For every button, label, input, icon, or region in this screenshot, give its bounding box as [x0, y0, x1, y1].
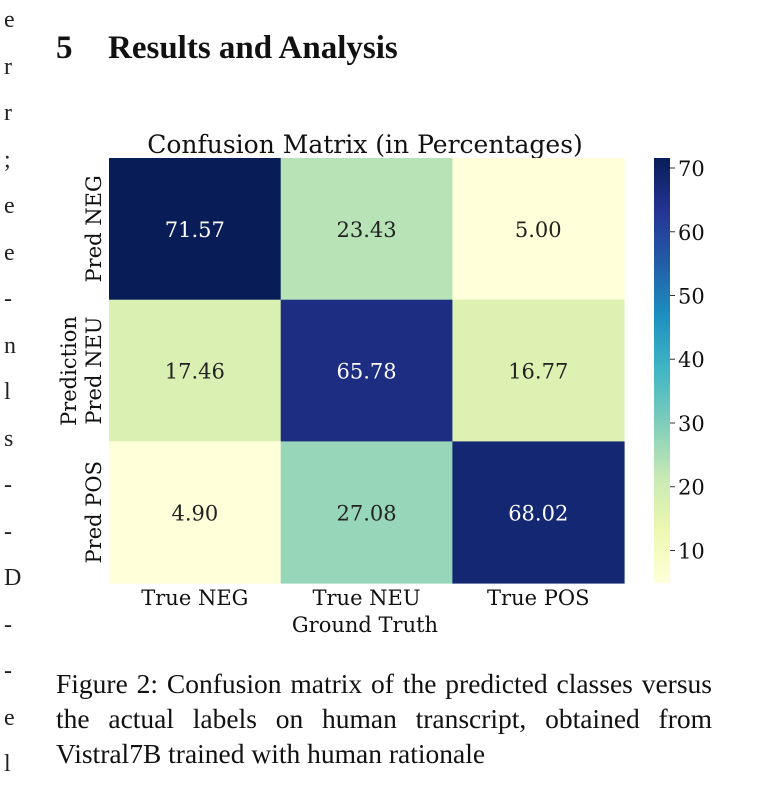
margin-fragment: e	[4, 704, 15, 731]
margin-fragment: -	[4, 472, 12, 498]
colorbar-ticks: 10 20 30 40 50 60 70	[670, 157, 705, 563]
confusion-matrix-chart: Confusion Matrix (in Percentages) 71.57 2…	[57, 130, 705, 637]
cell-value-label: 17.46	[165, 360, 225, 384]
cell-value-label: 71.57	[165, 218, 225, 242]
x-tick-labels: True NEG True NEU True POS	[141, 586, 589, 610]
x-tick-label: True NEG	[141, 586, 248, 610]
colorbar-tick-label: 60	[678, 221, 705, 245]
colorbar	[654, 158, 670, 583]
left-margin-text: e r r; e e - n l s - - D - - e l	[0, 0, 24, 803]
cell-value-label: 23.43	[336, 218, 396, 242]
cell-value-label: 68.02	[508, 501, 568, 525]
margin-fragment: r	[4, 53, 12, 80]
cell-value-label: 27.08	[336, 501, 396, 525]
section-number: 5	[56, 30, 73, 66]
colorbar-tick-label: 30	[678, 412, 705, 436]
cell-value-label: 5.00	[515, 218, 562, 242]
y-tick-label: Pred POS	[82, 461, 106, 563]
y-axis-label: Prediction	[57, 316, 81, 426]
heatmap-cell	[109, 158, 282, 301]
heatmap-cell	[280, 441, 453, 584]
y-tick-label: Pred NEG	[82, 175, 106, 282]
heatmap-cell	[280, 299, 453, 442]
colorbar-tick-label: 70	[678, 157, 705, 181]
cell-value-label: 16.77	[508, 360, 568, 384]
section-title: Results and Analysis	[108, 30, 398, 66]
margin-fragment: e	[4, 193, 15, 219]
margin-fragment: e	[4, 7, 15, 33]
cell-value-label: 65.78	[336, 360, 396, 384]
heatmap-cell	[109, 299, 282, 442]
figure-caption: Figure 2: Confusion matrix of the predic…	[56, 668, 712, 769]
margin-fragment: e	[4, 239, 15, 266]
margin-fragment: n	[4, 332, 16, 359]
colorbar-tick-label: 10	[678, 539, 705, 563]
heatmap-cell	[452, 158, 625, 301]
heatmap-cell	[452, 299, 625, 442]
heatmap-cells: 71.57 23.43 5.00 17.46 65.78 16.77 4.90 27.08 68…	[109, 158, 625, 584]
margin-fragment: -	[4, 518, 12, 545]
cell-value-label: 4.90	[171, 501, 218, 525]
x-axis-label: Ground Truth	[292, 613, 438, 637]
section-heading: 5 Results and Analysis	[56, 30, 398, 67]
chart-title: Confusion Matrix (in Percentages)	[147, 130, 583, 159]
heatmap-cell	[452, 441, 625, 584]
margin-fragment: ;	[4, 146, 11, 173]
y-tick-labels: Pred NEG Pred NEU Pred POS	[82, 175, 106, 563]
heatmap-cell	[280, 158, 453, 301]
colorbar-tick-label: 50	[678, 285, 705, 309]
colorbar-tick-label: 20	[678, 476, 705, 500]
margin-fragment: -	[4, 286, 12, 312]
heatmap-cell	[109, 441, 282, 584]
margin-fragment: l	[4, 379, 11, 405]
margin-fragment: r	[4, 100, 12, 126]
margin-fragment: -	[4, 658, 12, 684]
x-tick-label: True NEU	[313, 586, 421, 610]
margin-fragment: -	[4, 611, 12, 638]
y-tick-label: Pred NEU	[82, 316, 106, 424]
margin-fragment: l	[4, 751, 11, 777]
colorbar-tick-label: 40	[678, 348, 705, 372]
x-tick-label: True POS	[487, 586, 589, 610]
margin-fragment: D	[4, 565, 22, 591]
margin-fragment: s	[4, 425, 14, 452]
